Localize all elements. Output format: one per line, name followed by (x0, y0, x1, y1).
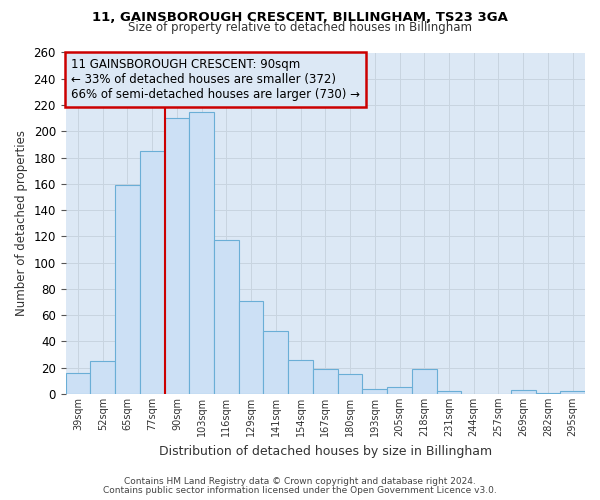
Bar (437, 392, 461, 394)
Text: Contains HM Land Registry data © Crown copyright and database right 2024.: Contains HM Land Registry data © Crown c… (124, 477, 476, 486)
Bar (239, 300, 263, 394)
Bar (115, 185, 140, 394)
Bar (338, 374, 362, 394)
Bar (288, 360, 313, 394)
Bar (536, 392, 560, 394)
Bar (190, 112, 214, 394)
Bar (560, 392, 585, 394)
Bar (214, 240, 239, 394)
Bar (362, 388, 387, 394)
Bar (263, 331, 288, 394)
Text: Contains public sector information licensed under the Open Government Licence v3: Contains public sector information licen… (103, 486, 497, 495)
Bar (313, 369, 338, 394)
Text: 11, GAINSBOROUGH CRESCENT, BILLINGHAM, TS23 3GA: 11, GAINSBOROUGH CRESCENT, BILLINGHAM, T… (92, 11, 508, 24)
Bar (140, 151, 164, 394)
Text: Size of property relative to detached houses in Billingham: Size of property relative to detached ho… (128, 21, 472, 34)
Bar (65, 373, 91, 394)
Bar (387, 388, 412, 394)
Bar (412, 369, 437, 394)
Text: 11 GAINSBOROUGH CRESCENT: 90sqm
← 33% of detached houses are smaller (372)
66% o: 11 GAINSBOROUGH CRESCENT: 90sqm ← 33% of… (71, 58, 360, 100)
X-axis label: Distribution of detached houses by size in Billingham: Distribution of detached houses by size … (159, 444, 492, 458)
Bar (164, 118, 190, 394)
Y-axis label: Number of detached properties: Number of detached properties (15, 130, 28, 316)
Bar (511, 390, 536, 394)
Bar (91, 361, 115, 394)
